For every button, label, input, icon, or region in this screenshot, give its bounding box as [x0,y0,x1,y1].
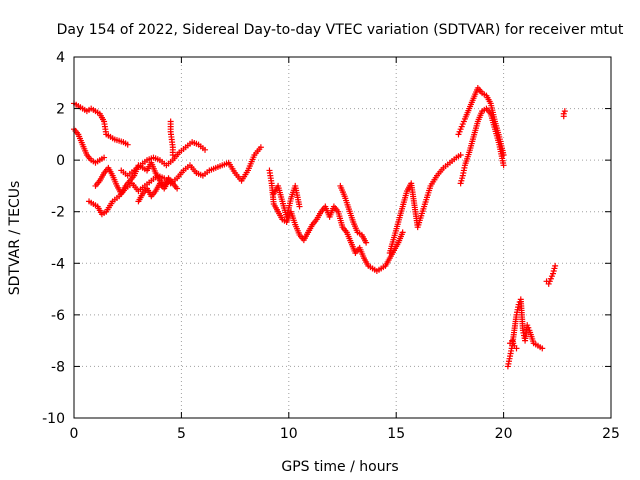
y-axis-label: SDTVAR / TECUs [7,181,23,296]
data-point-marker [101,154,108,161]
x-tick-label: 0 [70,426,79,442]
y-tick-label: -10 [42,411,65,427]
series-trace-e [118,139,209,179]
data-point-marker [399,229,406,236]
data-point-marker [457,151,464,158]
y-tick-labels: -10 -8 -6 -4 -2 0 2 4 [42,50,65,427]
data-point-marker [165,177,172,184]
x-tick-label: 25 [602,426,620,442]
data-point-marker [202,146,209,153]
series-trace-f [135,177,172,205]
series-trace-n [504,296,546,370]
series-trace-b [71,126,108,166]
x-tick-label: 15 [387,426,405,442]
data-point-marker [561,108,568,115]
data-point-marker [174,185,181,192]
series-trace-o [507,337,520,352]
plot-frame [73,56,612,419]
series-trace-c [86,144,264,218]
series-trace-k [386,151,464,256]
series-trace-p [543,262,559,287]
data-points [71,84,568,370]
y-tick-label: 0 [56,153,65,169]
series-trace-j [337,182,370,246]
series-trace-m [457,105,507,187]
x-tick-label: 5 [177,426,186,442]
y-tick-label: 2 [56,102,65,118]
series-trace-l [455,84,507,158]
series-trace-i [270,182,303,220]
x-tick-labels: 0 5 10 15 20 25 [70,426,620,442]
data-point-marker [124,141,131,148]
series-trace-q [560,108,568,120]
data-point-marker [257,144,264,151]
series-trace-h [266,167,406,275]
data-point-marker [363,239,370,246]
data-point-marker [296,203,303,210]
y-tick-label: -2 [51,205,65,221]
axis-ticks [73,56,612,419]
grid-lines [74,57,611,418]
y-tick-label: -4 [51,256,65,272]
chart-title: Day 154 of 2022, Sidereal Day-to-day VTE… [57,22,624,38]
data-point-marker [169,151,176,158]
series-trace-g [167,118,176,158]
x-axis-label: GPS time / hours [281,459,398,475]
data-point-marker [513,345,520,352]
y-tick-label: -6 [51,308,65,324]
x-tick-label: 20 [495,426,513,442]
data-point-marker [539,345,546,352]
data-point-marker [552,262,559,269]
data-point-marker [500,162,507,169]
y-tick-label: -8 [51,359,65,375]
y-tick-label: 4 [56,50,65,66]
x-tick-label: 10 [280,426,298,442]
series-trace-a [71,100,131,148]
